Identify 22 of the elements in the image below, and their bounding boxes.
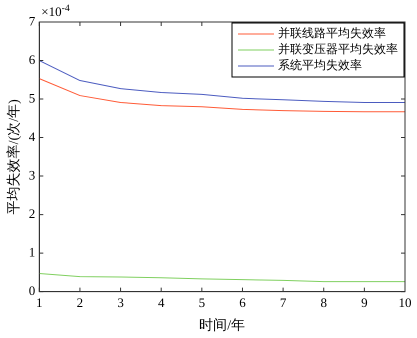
y-tick-label: 2 [28, 206, 36, 221]
x-tick-label: 4 [158, 294, 165, 310]
x-tick-label: 5 [198, 294, 206, 310]
x-tick-label: 10 [398, 294, 412, 310]
y-tick-label: 0 [28, 283, 36, 298]
legend-label: 并联变压器平均失效率 [278, 42, 398, 56]
x-axis-title: 时间/年 [199, 317, 246, 334]
y-tick-label: 4 [28, 128, 36, 144]
legend-label: 系统平均失效率 [278, 58, 362, 72]
y-axis-title: 平均失效率/(次/年) [6, 98, 22, 214]
x-tick-label: 8 [320, 294, 327, 310]
y-tick-label: 7 [28, 13, 36, 28]
y-tick-label: 5 [28, 90, 36, 106]
x-tick-label: 9 [361, 294, 368, 310]
y-tick-label: 3 [28, 167, 36, 182]
x-tick-label: 2 [76, 294, 84, 310]
y-tick-label: 1 [28, 244, 36, 260]
x-tick-label: 3 [117, 294, 124, 310]
x-tick-label: 6 [239, 294, 246, 310]
y-tick-label: 6 [28, 52, 36, 67]
x-tick-label: 7 [280, 294, 287, 310]
legend-label: 并联线路平均失效率 [278, 26, 386, 40]
